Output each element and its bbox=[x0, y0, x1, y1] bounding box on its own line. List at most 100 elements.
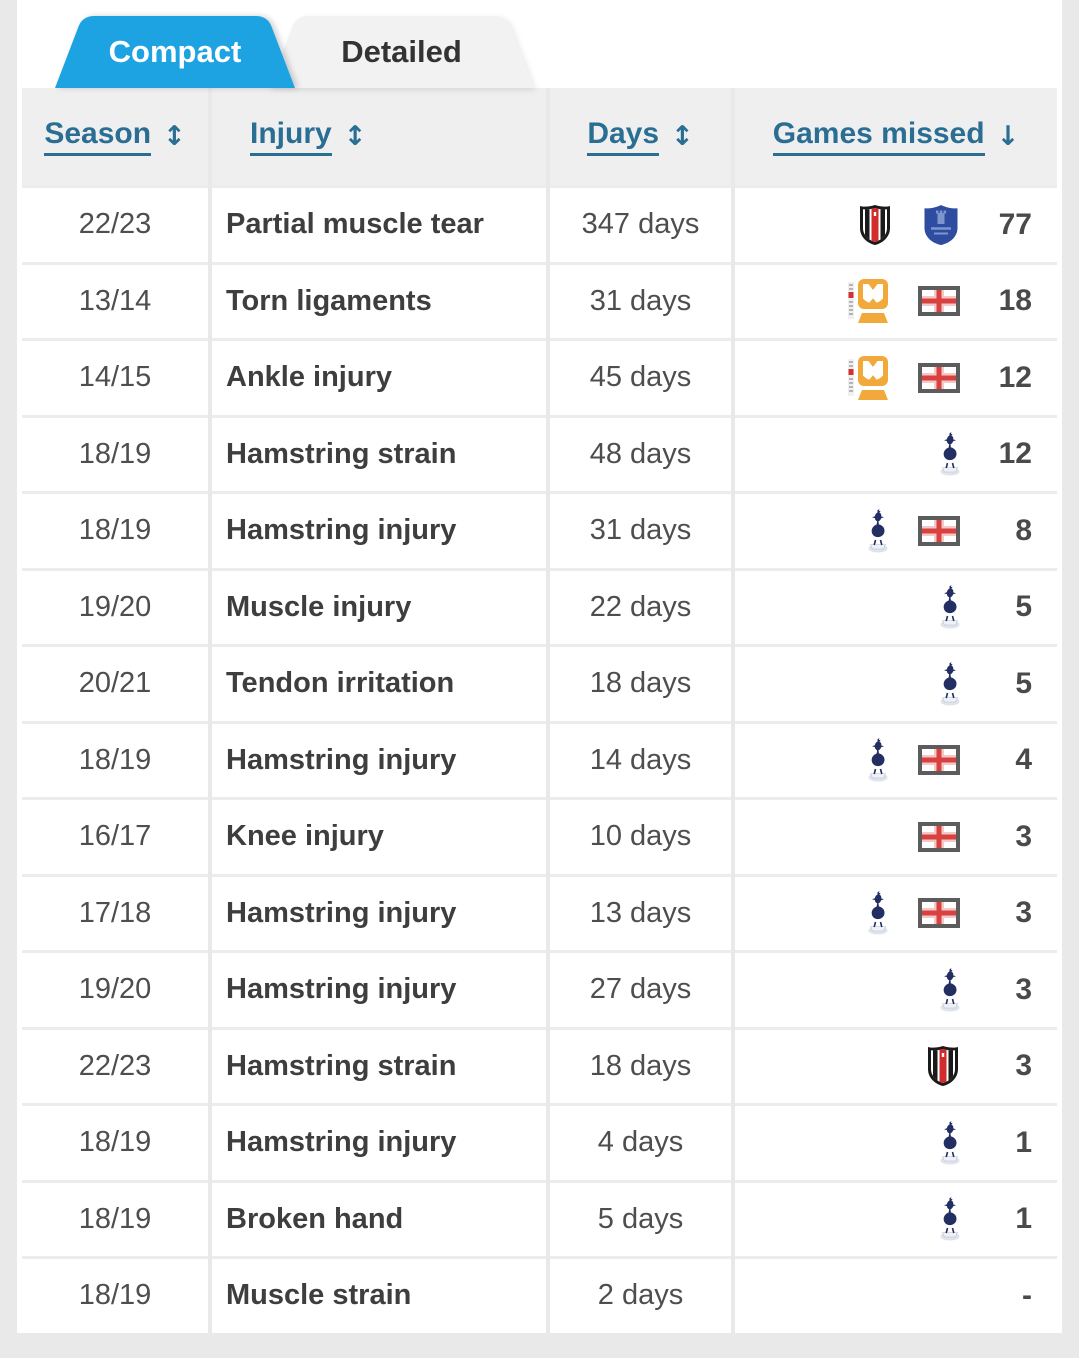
days-cell: 48 days bbox=[550, 414, 731, 491]
games-missed-cell: 5 bbox=[735, 567, 1057, 644]
season-cell: 18/19 bbox=[22, 1179, 208, 1256]
mk-dons-crest-icon bbox=[848, 355, 888, 400]
column-header-season[interactable]: Season ↕ bbox=[22, 88, 208, 185]
injury-cell: Hamstring strain bbox=[212, 1026, 546, 1103]
club-icons bbox=[868, 738, 960, 782]
season-cell: 18/19 bbox=[22, 414, 208, 491]
games-missed-value: 5 bbox=[1015, 590, 1032, 624]
games-missed-cell: 3 bbox=[735, 1026, 1057, 1103]
injury-cell: Knee injury bbox=[212, 797, 546, 874]
injury-cell: Muscle strain bbox=[212, 1256, 546, 1333]
days-cell: 14 days bbox=[550, 720, 731, 797]
season-cell: 20/21 bbox=[22, 644, 208, 721]
games-missed-cell: 1 bbox=[735, 1103, 1057, 1180]
games-missed-cell: 3 bbox=[735, 950, 1057, 1027]
season-cell: 18/19 bbox=[22, 1256, 208, 1333]
column-header-injury[interactable]: Injury ↕ bbox=[212, 88, 546, 185]
club-icons bbox=[940, 432, 960, 476]
england-flag-icon bbox=[918, 898, 960, 929]
season-cell: 18/19 bbox=[22, 720, 208, 797]
days-cell: 18 days bbox=[550, 644, 731, 721]
detailed-tab-shape bbox=[269, 16, 534, 88]
games-missed-value: 18 bbox=[998, 284, 1032, 318]
england-flag-icon bbox=[918, 515, 960, 546]
club-icons bbox=[868, 509, 960, 553]
season-cell: 22/23 bbox=[22, 185, 208, 262]
games-missed-value: 8 bbox=[1015, 513, 1032, 547]
days-cell: 31 days bbox=[550, 261, 731, 338]
club-icons bbox=[940, 585, 960, 629]
games-missed-value: 4 bbox=[1015, 743, 1032, 777]
days-cell: 27 days bbox=[550, 950, 731, 1027]
season-cell: 17/18 bbox=[22, 873, 208, 950]
days-cell: 18 days bbox=[550, 1026, 731, 1103]
days-cell: 22 days bbox=[550, 567, 731, 644]
tab-compact[interactable]: Compact bbox=[55, 16, 295, 88]
season-cell: 13/14 bbox=[22, 261, 208, 338]
injury-cell: Hamstring injury bbox=[212, 950, 546, 1027]
england-flag-icon bbox=[918, 745, 960, 776]
games-missed-value: 3 bbox=[1015, 896, 1032, 930]
sort-desc-icon: ↓ bbox=[996, 121, 1020, 152]
club-icons bbox=[918, 821, 960, 852]
days-header-label: Days bbox=[587, 117, 660, 156]
club-icons bbox=[848, 355, 960, 400]
tab-detailed[interactable]: Detailed bbox=[269, 16, 534, 88]
injury-cell: Hamstring injury bbox=[212, 873, 546, 950]
season-cell: 14/15 bbox=[22, 338, 208, 415]
injury-cell: Muscle injury bbox=[212, 567, 546, 644]
games-missed-value: 12 bbox=[998, 360, 1032, 394]
season-cell: 22/23 bbox=[22, 1026, 208, 1103]
games-missed-value: 5 bbox=[1015, 666, 1032, 700]
days-cell: 2 days bbox=[550, 1256, 731, 1333]
injury-cell: Hamstring injury bbox=[212, 1103, 546, 1180]
tottenham-crest-icon bbox=[940, 585, 960, 629]
club-icons bbox=[940, 662, 960, 706]
injury-cell: Hamstring injury bbox=[212, 720, 546, 797]
column-header-games-missed[interactable]: Games missed ↓ bbox=[735, 88, 1057, 185]
season-cell: 18/19 bbox=[22, 1103, 208, 1180]
games-missed-header-label: Games missed bbox=[772, 117, 985, 156]
games-missed-value: 3 bbox=[1015, 1049, 1032, 1083]
club-icons bbox=[858, 204, 960, 246]
games-missed-cell: 12 bbox=[735, 338, 1057, 415]
compact-tab-shape bbox=[55, 16, 295, 88]
injury-header-label: Injury bbox=[250, 117, 332, 156]
tottenham-crest-icon bbox=[940, 1197, 960, 1241]
tottenham-crest-icon bbox=[868, 738, 888, 782]
tottenham-crest-icon bbox=[868, 891, 888, 935]
column-header-days[interactable]: Days ↕ bbox=[550, 88, 731, 185]
games-missed-value: 1 bbox=[1015, 1125, 1032, 1159]
club-icons bbox=[848, 279, 960, 324]
mk-dons-crest-icon bbox=[848, 279, 888, 324]
season-header-label: Season bbox=[44, 117, 152, 156]
injury-table: Season ↕ Injury ↕ Days ↕ Games missed ↓ … bbox=[22, 88, 1057, 1333]
games-missed-value: 1 bbox=[1015, 1202, 1032, 1236]
injury-cell: Ankle injury bbox=[212, 338, 546, 415]
injury-cell: Broken hand bbox=[212, 1179, 546, 1256]
sort-both-icon: ↕ bbox=[671, 121, 694, 152]
injury-cell: Hamstring strain bbox=[212, 414, 546, 491]
days-cell: 5 days bbox=[550, 1179, 731, 1256]
days-cell: 31 days bbox=[550, 491, 731, 568]
days-cell: 13 days bbox=[550, 873, 731, 950]
games-missed-cell: 3 bbox=[735, 873, 1057, 950]
england-flag-icon bbox=[918, 821, 960, 852]
days-cell: 45 days bbox=[550, 338, 731, 415]
sort-both-icon: ↕ bbox=[163, 121, 186, 152]
games-missed-value: 3 bbox=[1015, 819, 1032, 853]
england-flag-icon bbox=[918, 286, 960, 317]
games-missed-cell: 12 bbox=[735, 414, 1057, 491]
games-missed-cell: 1 bbox=[735, 1179, 1057, 1256]
season-cell: 19/20 bbox=[22, 567, 208, 644]
tab-detailed-label: Detailed bbox=[341, 34, 462, 69]
games-missed-value: 77 bbox=[998, 207, 1032, 241]
tab-compact-label: Compact bbox=[108, 34, 242, 69]
club-icons bbox=[940, 1121, 960, 1165]
season-cell: 18/19 bbox=[22, 491, 208, 568]
everton-crest-icon bbox=[922, 204, 960, 246]
england-flag-icon bbox=[918, 362, 960, 393]
injury-cell: Torn ligaments bbox=[212, 261, 546, 338]
tottenham-crest-icon bbox=[940, 432, 960, 476]
games-missed-cell: 5 bbox=[735, 644, 1057, 721]
